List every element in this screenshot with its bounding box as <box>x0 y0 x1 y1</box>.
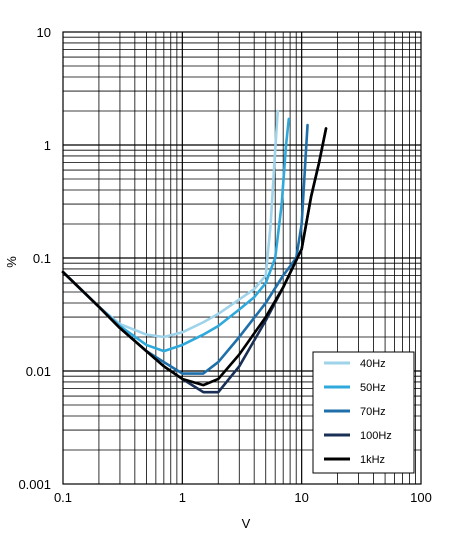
legend-label: 40Hz <box>360 358 386 370</box>
y-axis-label: % <box>4 256 19 268</box>
x-tick-label: 0.1 <box>54 490 72 505</box>
y-tick-label: 0.001 <box>18 477 51 492</box>
series-layer <box>61 109 328 394</box>
legend: 40Hz 50Hz 70Hz 100Hz 1kHz <box>312 351 415 474</box>
legend-label: 100Hz <box>360 430 392 442</box>
legend-label: 1kHz <box>360 454 385 466</box>
series-line-50hz <box>61 117 291 353</box>
legend-label: 50Hz <box>360 382 386 394</box>
x-tick-label: 1 <box>179 490 186 505</box>
x-tick-label: 10 <box>294 490 308 505</box>
plot-frame <box>62 31 422 485</box>
x-axis-label: V <box>242 516 251 531</box>
y-tick-label: 1 <box>44 138 51 153</box>
tick-labels: 0.1 1 10 100 0.001 0.01 0.1 1 10 <box>18 25 431 505</box>
y-tick-label: 10 <box>37 25 51 40</box>
y-tick-label: 0.1 <box>33 251 51 266</box>
x-tick-label: 100 <box>410 490 432 505</box>
series-line-1khz <box>61 127 328 387</box>
legend-label: 70Hz <box>360 406 386 418</box>
y-tick-label: 0.01 <box>26 364 51 379</box>
series-line-40hz <box>61 109 280 339</box>
